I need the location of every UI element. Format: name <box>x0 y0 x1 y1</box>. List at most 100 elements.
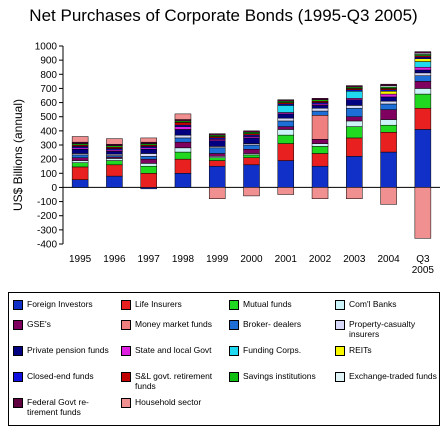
bar-segment-2-6 <box>140 156 157 160</box>
bar-segment-3-7 <box>174 134 192 139</box>
legend-swatch <box>121 320 131 330</box>
bar-segment-10-0 <box>414 129 432 188</box>
chart-legend: Foreign Investors Life Insurers Mutual fun… <box>8 292 440 426</box>
y-tick-label: -100 <box>37 197 57 208</box>
legend-label: Life Insurers <box>135 299 182 309</box>
bar-segment-3-13 <box>174 122 192 126</box>
bar-segment-6-10 <box>277 105 295 113</box>
legend-swatch <box>13 300 23 310</box>
bar-segment-9-7 <box>380 100 397 105</box>
legend-swatch <box>121 398 131 408</box>
x-tick-label: 1998 <box>172 254 195 265</box>
bar-segment-6-1 <box>277 143 295 161</box>
y-tick-label: 500 <box>40 112 57 123</box>
bar-segment-9-6 <box>380 103 397 110</box>
bar-segment-8-8 <box>346 99 363 106</box>
bar-segment-2-4 <box>140 158 157 164</box>
legend-label: Broker- dealers <box>243 319 302 329</box>
bar-segment-3-8 <box>174 129 192 136</box>
legend-swatch <box>335 372 345 382</box>
bar-segment-7-1 <box>311 153 329 167</box>
bar-segment-5-1 <box>243 157 260 166</box>
x-tick-label: 2002 <box>309 254 332 265</box>
bar-segment-7-2 <box>311 146 329 154</box>
y-tick-label: 700 <box>40 84 57 95</box>
bar-segment-10-7 <box>414 72 432 76</box>
x-tick-label: 2003 <box>343 254 366 265</box>
legend-label: Foreign Investors <box>27 299 93 309</box>
legend-label: State and local Govt <box>135 345 212 355</box>
bar-segment-2-2 <box>140 165 157 174</box>
x-tick-label: 1997 <box>138 254 161 265</box>
legend-swatch <box>13 398 23 408</box>
y-tick-label: 900 <box>40 56 57 67</box>
bar-segment-9-8 <box>380 96 397 102</box>
bar-segment-9-3 <box>380 119 397 126</box>
legend-swatch <box>335 346 345 356</box>
bar-segment-6-8 <box>277 113 295 119</box>
legend-swatch <box>229 372 239 382</box>
y-tick-label: 0 <box>51 183 57 194</box>
bar-segment-0-2 <box>71 162 89 168</box>
bar-segment-5-0 <box>243 164 260 188</box>
bar-segment-5-4 <box>243 148 260 154</box>
bar-segment-9-1 <box>380 132 397 153</box>
legend-swatch <box>121 372 131 382</box>
bar-segment-0-17 <box>71 136 89 143</box>
bar-segment-9-17 <box>380 187 397 205</box>
legend-label: Exchange-traded funds <box>349 371 437 381</box>
bar-segment-8-6 <box>346 107 363 117</box>
bar-segment-3-1 <box>174 158 192 174</box>
legend-swatch <box>121 300 131 310</box>
bar-segment-9-2 <box>380 124 397 133</box>
bar-segment-10-17 <box>414 187 432 239</box>
legend-swatch <box>13 320 23 330</box>
bar-segment-10-10 <box>414 61 432 68</box>
bar-segment-4-8 <box>208 140 226 147</box>
x-tick-label: 2001 <box>275 254 298 265</box>
y-tick-label: 200 <box>40 155 57 166</box>
bar-segment-6-17 <box>277 187 295 195</box>
bar-segment-7-8 <box>311 105 329 109</box>
legend-label: S&L govt. retirement funds <box>135 371 213 391</box>
bar-segment-9-9 <box>380 93 397 98</box>
bar-segment-8-10 <box>346 91 363 99</box>
bar-segment-1-0 <box>106 175 123 188</box>
bar-segment-8-3 <box>346 120 363 127</box>
x-tick-label: 2004 <box>377 254 400 265</box>
bar-segment-10-2 <box>414 93 432 109</box>
legend-swatch <box>229 320 239 330</box>
bar-segment-10-9 <box>414 66 432 71</box>
bar-segment-8-0 <box>346 156 363 188</box>
legend-label: Money market funds <box>135 319 213 329</box>
x-tick-label: 1999 <box>206 254 229 265</box>
bar-segment-8-4 <box>346 116 363 122</box>
bar-segment-2-7 <box>140 153 157 157</box>
bar-segment-7-4 <box>311 139 329 144</box>
bar-segment-1-2 <box>106 160 123 166</box>
bar-segment-4-6 <box>208 147 226 154</box>
legend-swatch <box>229 300 239 310</box>
bar-segment-9-11 <box>380 91 397 95</box>
bar-segment-10-8 <box>414 69 432 74</box>
bar-segment-1-8 <box>106 151 123 155</box>
legend-label: Savings institutions <box>243 371 316 381</box>
legend-label: Closed-end funds <box>27 371 94 381</box>
bar-segment-7-7 <box>311 107 329 112</box>
bar-segment-3-2 <box>174 151 192 160</box>
bar-segment-10-3 <box>414 88 432 95</box>
bar-segment-7-17 <box>311 187 329 199</box>
x-tick-label: 2000 <box>240 254 263 265</box>
legend-swatch <box>13 346 23 356</box>
bar-segment-10-16 <box>414 51 432 54</box>
legend-swatch <box>229 346 239 356</box>
bar-segment-3-9 <box>174 126 192 130</box>
y-tick-label: 400 <box>40 126 57 137</box>
bar-segment-3-4 <box>174 141 192 149</box>
bar-segment-5-16 <box>243 130 260 133</box>
legend-label: Federal Govt re-tirement funds <box>27 397 89 417</box>
bar-segment-1-3 <box>106 158 123 161</box>
y-tick-label: 800 <box>40 70 57 81</box>
legend-swatch <box>13 372 23 382</box>
bar-segment-0-4 <box>71 157 89 161</box>
